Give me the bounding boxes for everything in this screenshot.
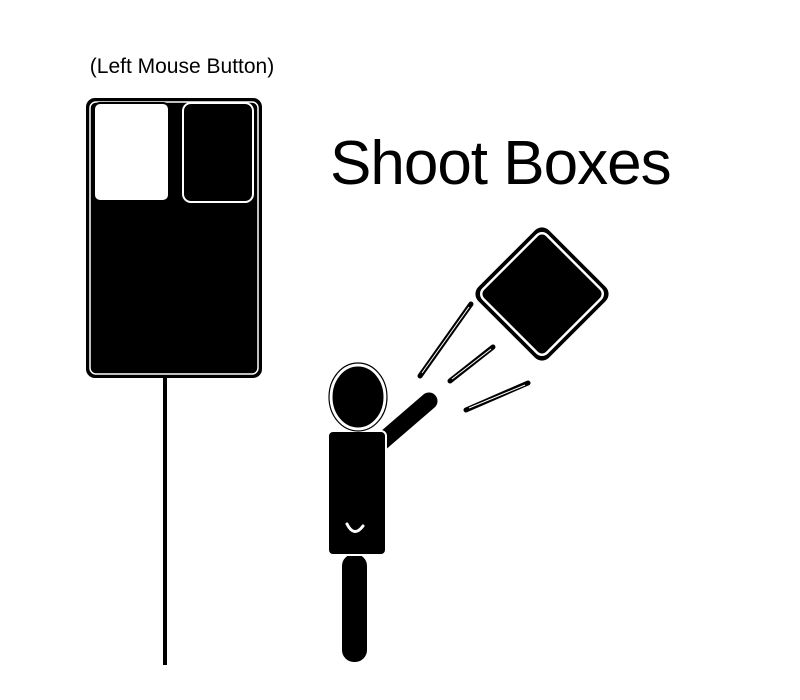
box-inner bbox=[480, 232, 604, 356]
figure-head-rim bbox=[328, 362, 388, 432]
mouse-icon bbox=[86, 98, 262, 665]
instruction-title: Shoot Boxes bbox=[330, 129, 672, 198]
motion-line-middle-highlight bbox=[451, 348, 492, 380]
stick-figure-icon bbox=[327, 362, 440, 664]
motion-line-bottom-highlight bbox=[468, 384, 526, 409]
right-mouse-button bbox=[182, 102, 254, 203]
figure-hand-mark bbox=[345, 522, 365, 533]
motion-lines-icon bbox=[417, 301, 531, 413]
figure-head bbox=[329, 363, 387, 431]
figure-leg bbox=[340, 552, 369, 664]
mouse-caption: (Left Mouse Button) bbox=[89, 55, 275, 78]
mouse-body-outline bbox=[89, 101, 259, 375]
box-icon bbox=[475, 227, 609, 361]
figure-body bbox=[327, 430, 387, 556]
motion-line-top-highlight bbox=[421, 306, 470, 374]
left-mouse-button bbox=[93, 102, 170, 202]
